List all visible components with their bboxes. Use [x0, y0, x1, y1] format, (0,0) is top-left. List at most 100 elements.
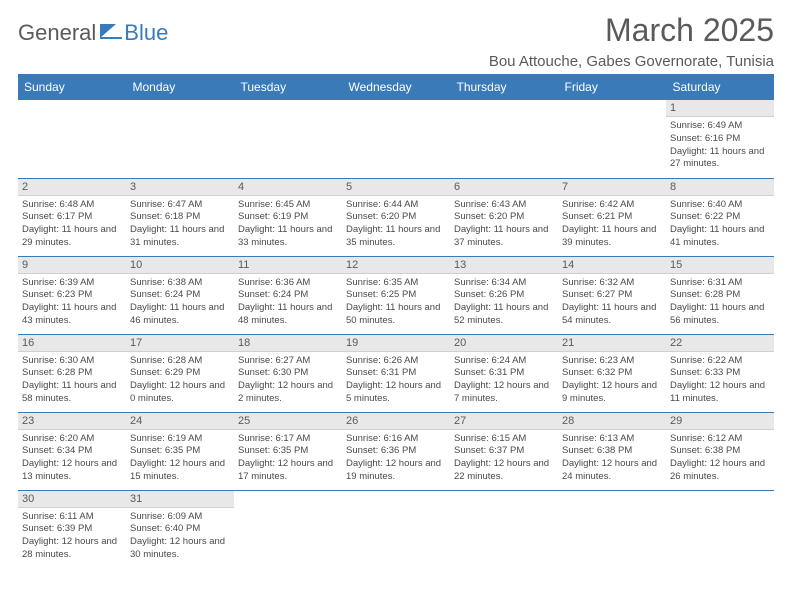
daylight-text: Daylight: 12 hours and 28 minutes. — [22, 536, 122, 562]
day-header: Monday — [126, 74, 234, 100]
daylight-text: Daylight: 12 hours and 17 minutes. — [238, 458, 338, 484]
calendar-cell — [126, 100, 234, 178]
day-number: 16 — [18, 335, 126, 352]
daylight-text: Daylight: 11 hours and 41 minutes. — [670, 224, 770, 250]
daylight-text: Daylight: 12 hours and 30 minutes. — [130, 536, 230, 562]
daylight-text: Daylight: 11 hours and 54 minutes. — [562, 302, 662, 328]
day-data: Sunrise: 6:34 AMSunset: 6:26 PMDaylight:… — [450, 274, 558, 332]
calendar-cell — [234, 100, 342, 178]
day-number: 25 — [234, 413, 342, 430]
sunset-text: Sunset: 6:25 PM — [346, 289, 446, 302]
sunset-text: Sunset: 6:26 PM — [454, 289, 554, 302]
sunset-text: Sunset: 6:24 PM — [130, 289, 230, 302]
day-header: Friday — [558, 74, 666, 100]
sunset-text: Sunset: 6:39 PM — [22, 523, 122, 536]
sunset-text: Sunset: 6:28 PM — [670, 289, 770, 302]
daylight-text: Daylight: 11 hours and 43 minutes. — [22, 302, 122, 328]
calendar-cell: 14Sunrise: 6:32 AMSunset: 6:27 PMDayligh… — [558, 256, 666, 334]
day-header: Wednesday — [342, 74, 450, 100]
day-number: 19 — [342, 335, 450, 352]
sunrise-text: Sunrise: 6:47 AM — [130, 199, 230, 212]
sunrise-text: Sunrise: 6:35 AM — [346, 277, 446, 290]
sunset-text: Sunset: 6:24 PM — [238, 289, 338, 302]
day-number: 1 — [666, 100, 774, 117]
sunset-text: Sunset: 6:36 PM — [346, 445, 446, 458]
daylight-text: Daylight: 12 hours and 9 minutes. — [562, 380, 662, 406]
day-number: 8 — [666, 179, 774, 196]
calendar-cell: 15Sunrise: 6:31 AMSunset: 6:28 PMDayligh… — [666, 256, 774, 334]
daylight-text: Daylight: 11 hours and 48 minutes. — [238, 302, 338, 328]
daylight-text: Daylight: 12 hours and 24 minutes. — [562, 458, 662, 484]
sunrise-text: Sunrise: 6:26 AM — [346, 355, 446, 368]
day-data: Sunrise: 6:30 AMSunset: 6:28 PMDaylight:… — [18, 352, 126, 410]
sunrise-text: Sunrise: 6:39 AM — [22, 277, 122, 290]
calendar-cell: 18Sunrise: 6:27 AMSunset: 6:30 PMDayligh… — [234, 334, 342, 412]
calendar-cell — [558, 100, 666, 178]
sunset-text: Sunset: 6:22 PM — [670, 211, 770, 224]
daylight-text: Daylight: 11 hours and 31 minutes. — [130, 224, 230, 250]
sunrise-text: Sunrise: 6:48 AM — [22, 199, 122, 212]
day-data: Sunrise: 6:26 AMSunset: 6:31 PMDaylight:… — [342, 352, 450, 410]
sunset-text: Sunset: 6:29 PM — [130, 367, 230, 380]
sunrise-text: Sunrise: 6:23 AM — [562, 355, 662, 368]
day-number: 28 — [558, 413, 666, 430]
day-number: 11 — [234, 257, 342, 274]
logo-text-general: General — [18, 20, 96, 46]
sunrise-text: Sunrise: 6:31 AM — [670, 277, 770, 290]
day-data: Sunrise: 6:35 AMSunset: 6:25 PMDaylight:… — [342, 274, 450, 332]
day-data: Sunrise: 6:42 AMSunset: 6:21 PMDaylight:… — [558, 196, 666, 254]
daylight-text: Daylight: 11 hours and 33 minutes. — [238, 224, 338, 250]
calendar-cell: 25Sunrise: 6:17 AMSunset: 6:35 PMDayligh… — [234, 412, 342, 490]
day-data: Sunrise: 6:16 AMSunset: 6:36 PMDaylight:… — [342, 430, 450, 488]
daylight-text: Daylight: 12 hours and 19 minutes. — [346, 458, 446, 484]
calendar-row: 30Sunrise: 6:11 AMSunset: 6:39 PMDayligh… — [18, 490, 774, 568]
sunrise-text: Sunrise: 6:28 AM — [130, 355, 230, 368]
day-data: Sunrise: 6:47 AMSunset: 6:18 PMDaylight:… — [126, 196, 234, 254]
day-data: Sunrise: 6:49 AMSunset: 6:16 PMDaylight:… — [666, 117, 774, 175]
calendar-cell: 9Sunrise: 6:39 AMSunset: 6:23 PMDaylight… — [18, 256, 126, 334]
calendar-cell: 5Sunrise: 6:44 AMSunset: 6:20 PMDaylight… — [342, 178, 450, 256]
sunrise-text: Sunrise: 6:44 AM — [346, 199, 446, 212]
calendar-cell: 23Sunrise: 6:20 AMSunset: 6:34 PMDayligh… — [18, 412, 126, 490]
sunset-text: Sunset: 6:27 PM — [562, 289, 662, 302]
sunset-text: Sunset: 6:40 PM — [130, 523, 230, 536]
day-data: Sunrise: 6:45 AMSunset: 6:19 PMDaylight:… — [234, 196, 342, 254]
sunrise-text: Sunrise: 6:36 AM — [238, 277, 338, 290]
sunset-text: Sunset: 6:37 PM — [454, 445, 554, 458]
sunrise-text: Sunrise: 6:16 AM — [346, 433, 446, 446]
calendar-header-row: SundayMondayTuesdayWednesdayThursdayFrid… — [18, 74, 774, 100]
day-data: Sunrise: 6:13 AMSunset: 6:38 PMDaylight:… — [558, 430, 666, 488]
sunset-text: Sunset: 6:17 PM — [22, 211, 122, 224]
sunset-text: Sunset: 6:21 PM — [562, 211, 662, 224]
day-number: 24 — [126, 413, 234, 430]
calendar-cell: 3Sunrise: 6:47 AMSunset: 6:18 PMDaylight… — [126, 178, 234, 256]
sunrise-text: Sunrise: 6:27 AM — [238, 355, 338, 368]
daylight-text: Daylight: 12 hours and 22 minutes. — [454, 458, 554, 484]
sunset-text: Sunset: 6:28 PM — [22, 367, 122, 380]
day-number: 22 — [666, 335, 774, 352]
sunrise-text: Sunrise: 6:20 AM — [22, 433, 122, 446]
calendar-cell — [450, 100, 558, 178]
calendar-cell: 2Sunrise: 6:48 AMSunset: 6:17 PMDaylight… — [18, 178, 126, 256]
day-number: 15 — [666, 257, 774, 274]
location-text: Bou Attouche, Gabes Governorate, Tunisia — [489, 53, 774, 70]
sunrise-text: Sunrise: 6:30 AM — [22, 355, 122, 368]
sunrise-text: Sunrise: 6:17 AM — [238, 433, 338, 446]
daylight-text: Daylight: 12 hours and 0 minutes. — [130, 380, 230, 406]
flag-icon — [100, 22, 122, 45]
sunrise-text: Sunrise: 6:38 AM — [130, 277, 230, 290]
calendar-cell: 27Sunrise: 6:15 AMSunset: 6:37 PMDayligh… — [450, 412, 558, 490]
sunrise-text: Sunrise: 6:34 AM — [454, 277, 554, 290]
calendar-cell: 30Sunrise: 6:11 AMSunset: 6:39 PMDayligh… — [18, 490, 126, 568]
calendar-row: 1Sunrise: 6:49 AMSunset: 6:16 PMDaylight… — [18, 100, 774, 178]
daylight-text: Daylight: 11 hours and 27 minutes. — [670, 146, 770, 172]
calendar-cell — [558, 490, 666, 568]
daylight-text: Daylight: 11 hours and 37 minutes. — [454, 224, 554, 250]
sunrise-text: Sunrise: 6:22 AM — [670, 355, 770, 368]
calendar-cell: 22Sunrise: 6:22 AMSunset: 6:33 PMDayligh… — [666, 334, 774, 412]
day-data: Sunrise: 6:31 AMSunset: 6:28 PMDaylight:… — [666, 274, 774, 332]
day-number: 3 — [126, 179, 234, 196]
day-data: Sunrise: 6:43 AMSunset: 6:20 PMDaylight:… — [450, 196, 558, 254]
title-block: March 2025 Bou Attouche, Gabes Governora… — [489, 12, 774, 70]
day-number: 23 — [18, 413, 126, 430]
